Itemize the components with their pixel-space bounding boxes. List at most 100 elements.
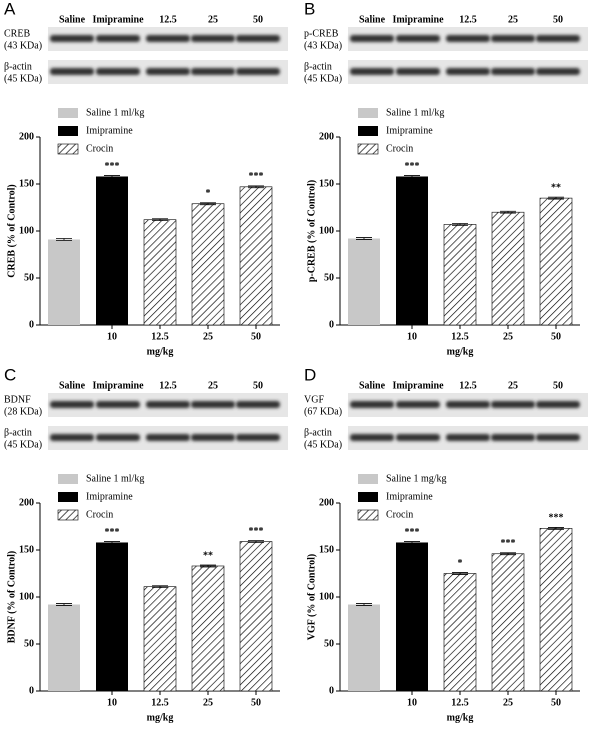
bar xyxy=(239,541,273,692)
x-tick-label: 12.5 xyxy=(151,331,169,342)
legend-label: Saline 1 ml/kg xyxy=(86,473,144,484)
blot-band xyxy=(536,68,580,75)
bar xyxy=(48,604,80,691)
bar xyxy=(348,604,380,691)
error-bar xyxy=(248,540,264,543)
x-axis-label: mg/kg xyxy=(147,712,174,723)
error-bar xyxy=(356,603,372,606)
legend-label: Imipramine xyxy=(386,125,433,136)
blot-row-sub: (43 KDa) xyxy=(4,40,42,51)
error-bar xyxy=(152,585,168,588)
y-tick-label: 100 xyxy=(319,225,334,236)
blot-band xyxy=(446,35,490,42)
y-tick-label: 50 xyxy=(324,638,334,649)
blot-band xyxy=(96,68,140,75)
lane-label: 50 xyxy=(553,380,563,391)
y-tick-label: 0 xyxy=(329,685,334,696)
error-bar xyxy=(152,218,168,222)
y-tick-label: 100 xyxy=(19,591,34,602)
x-tick-label: 10 xyxy=(407,331,417,342)
bar xyxy=(539,197,573,326)
significance-label: ** xyxy=(203,550,213,561)
y-tick-label: 0 xyxy=(29,685,34,696)
error-bar xyxy=(56,238,72,241)
legend-label: Crocin xyxy=(86,509,113,520)
x-tick-label: 25 xyxy=(503,697,513,708)
blot-band xyxy=(50,68,94,75)
significance-label: *** xyxy=(405,527,420,538)
error-bar xyxy=(104,541,120,544)
blot-band xyxy=(536,35,580,42)
blot-row-sub: (43 KDa) xyxy=(304,40,342,51)
x-tick-label: 50 xyxy=(251,697,261,708)
y-tick-label: 200 xyxy=(319,497,334,508)
y-tick-label: 150 xyxy=(19,178,34,189)
significance-label: *** xyxy=(249,171,264,182)
significance-label: *** xyxy=(105,527,120,538)
blot-band xyxy=(350,68,394,75)
error-bar xyxy=(500,210,516,214)
lane-label: Imipramine xyxy=(92,14,144,25)
significance-label: *** xyxy=(405,161,420,172)
x-tick-label: 25 xyxy=(503,331,513,342)
x-tick-label: 12.5 xyxy=(451,697,469,708)
panel: C Saline Imipramine 12.5 25 50 BDNF(28 KDa) β-a… xyxy=(4,365,288,723)
blot-band xyxy=(191,434,235,441)
y-tick-label: 50 xyxy=(324,272,334,283)
error-bar xyxy=(548,527,564,530)
bar xyxy=(96,176,128,325)
blot-band xyxy=(236,35,280,42)
lane-label: Saline xyxy=(59,14,86,25)
bar xyxy=(48,239,80,325)
blot-row-sub: (45 KDa) xyxy=(4,73,42,84)
error-bar xyxy=(452,572,468,575)
lane-label: Imipramine xyxy=(92,380,144,391)
y-axis-label: VGF (% of Control) xyxy=(306,554,317,640)
legend-label: Saline 1 ml/kg xyxy=(86,107,144,118)
blot-row-sub: (28 KDa) xyxy=(4,406,42,417)
panel-letter: C xyxy=(4,365,16,384)
legend-swatch xyxy=(357,509,379,521)
x-tick-label: 50 xyxy=(251,331,261,342)
legend-swatch xyxy=(358,108,378,118)
legend-swatch xyxy=(57,143,79,155)
blot-band xyxy=(446,401,490,408)
blot-band xyxy=(236,68,280,75)
error-bar xyxy=(404,541,420,544)
blot-band xyxy=(396,68,440,75)
lane-label: 50 xyxy=(553,14,563,25)
blot-band xyxy=(491,401,535,408)
lane-label: 50 xyxy=(253,380,263,391)
bar xyxy=(539,528,573,692)
blot-row-sub: (67 KDa) xyxy=(304,406,342,417)
blot-band xyxy=(446,434,490,441)
bar xyxy=(443,573,477,692)
error-bar xyxy=(56,603,72,606)
lane-label: Imipramine xyxy=(392,380,444,391)
error-bar xyxy=(104,175,120,178)
y-axis-label: BDNF (% of Control) xyxy=(6,551,17,644)
bar xyxy=(239,186,273,326)
legend-swatch xyxy=(58,492,78,502)
blot-band xyxy=(50,35,94,42)
bar xyxy=(191,203,225,326)
blot-band xyxy=(96,35,140,42)
bar xyxy=(396,176,428,325)
blot-band xyxy=(50,401,94,408)
error-bar xyxy=(500,552,516,556)
legend-swatch xyxy=(58,474,78,484)
x-tick-label: 10 xyxy=(107,331,117,342)
blot-band xyxy=(191,68,235,75)
blot-band xyxy=(96,434,140,441)
lane-label: 25 xyxy=(508,380,518,391)
significance-label: * xyxy=(458,558,463,569)
bar xyxy=(491,553,525,692)
blot-band xyxy=(191,401,235,408)
bar xyxy=(348,238,380,325)
y-tick-label: 200 xyxy=(319,131,334,142)
legend-swatch xyxy=(57,509,79,521)
bar xyxy=(96,542,128,691)
y-axis-label: CREB (% of Control) xyxy=(6,184,17,277)
panel-letter: D xyxy=(304,365,316,384)
significance-label: *** xyxy=(105,161,120,172)
